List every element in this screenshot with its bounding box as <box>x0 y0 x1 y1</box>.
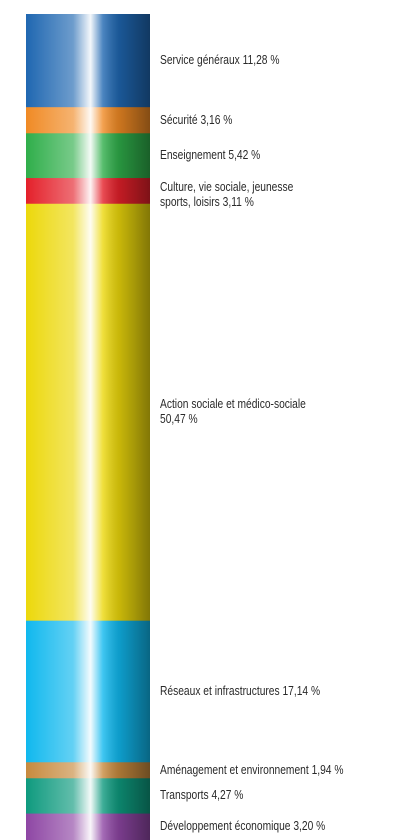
segment-label-7: Transports 4,27 % <box>160 788 243 803</box>
segment-label-line: Sécurité 3,16 % <box>160 112 233 127</box>
segment-label-1: Sécurité 3,16 % <box>160 113 232 128</box>
segment-label-2: Enseignement 5,42 % <box>160 148 260 163</box>
segment-label-5: Réseaux et infrastructures 17,14 % <box>160 684 320 699</box>
segment-label-line: Réseaux et infrastructures 17,14 % <box>160 683 321 698</box>
segment-label-line: Enseignement 5,42 % <box>160 148 261 163</box>
segment-label-line: Transports 4,27 % <box>160 788 244 803</box>
segment-label-0: Service généraux 11,28 % <box>160 53 279 68</box>
segment-label-line: Action sociale et médico-sociale <box>160 397 306 412</box>
segment-label-4: Action sociale et médico-sociale 50,47 % <box>160 397 306 427</box>
segment-label-line: 50,47 % <box>160 412 198 427</box>
segment-label-line: Aménagement et environnement 1,94 % <box>160 763 344 778</box>
segment-label-line: Développement économique 3,20 % <box>160 819 326 834</box>
segment-label-line: Service généraux 11,28 % <box>160 53 280 68</box>
segment-label-3: Culture, vie sociale, jeunesse sports, lo… <box>160 180 293 210</box>
segment-label-6: Aménagement et environnement 1,94 % <box>160 763 343 778</box>
segment-label-line: sports, loisirs 3,11 % <box>160 195 254 210</box>
segment-label-line: Culture, vie sociale, jeunesse <box>160 180 294 195</box>
segment-label-8: Développement économique 3,20 % <box>160 819 325 834</box>
bar-sheen-overlay <box>26 14 150 840</box>
